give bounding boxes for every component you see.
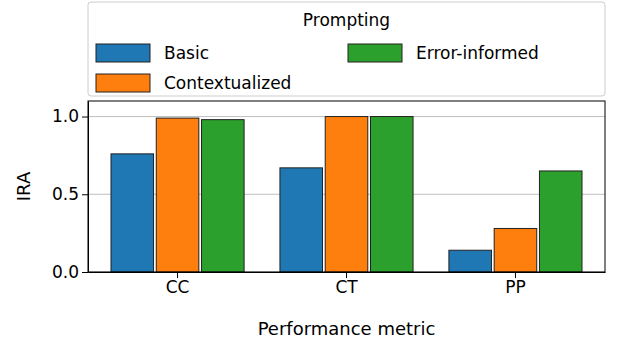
grid bbox=[88, 117, 605, 272]
bars bbox=[111, 117, 582, 272]
plot-frame bbox=[88, 101, 605, 272]
y-tick-label: 1.0 bbox=[52, 106, 79, 126]
chart: 0.0 0.5 1.0 CC CT PP Performance metric IRA Prom… bbox=[0, 0, 640, 343]
x-tick: CC bbox=[166, 272, 190, 297]
legend-item: Contextualized bbox=[96, 73, 291, 93]
plot-area: 0.0 0.5 1.0 CC CT PP bbox=[52, 101, 606, 297]
y-tick-mark bbox=[82, 272, 88, 273]
legend-item: Error-informed bbox=[348, 43, 539, 63]
legend-box bbox=[88, 2, 605, 96]
y-tick: 0.0 bbox=[52, 262, 88, 282]
y-axis: 0.0 0.5 1.0 bbox=[52, 102, 89, 282]
legend-label: Contextualized bbox=[164, 73, 291, 93]
x-tick-label: PP bbox=[505, 277, 526, 297]
x-tick: CT bbox=[335, 272, 358, 297]
legend-item: Basic bbox=[96, 43, 209, 63]
bar bbox=[539, 171, 582, 272]
legend-title: Prompting bbox=[303, 10, 390, 30]
legend-swatch bbox=[96, 74, 150, 92]
y-tick: 0.5 bbox=[52, 184, 88, 204]
bar bbox=[494, 228, 537, 272]
bar bbox=[370, 117, 413, 272]
y-tick: 1.0 bbox=[52, 106, 88, 126]
legend-swatch bbox=[96, 44, 150, 62]
bar bbox=[449, 250, 492, 272]
x-axis: CC CT PP bbox=[89, 272, 606, 297]
y-tick-mark bbox=[82, 117, 88, 118]
y-tick-label: 0.0 bbox=[52, 262, 79, 282]
legend: Prompting Basic Contextualized Error-inform… bbox=[88, 2, 605, 96]
x-tick-label: CT bbox=[335, 277, 358, 297]
y-tick-label: 0.5 bbox=[52, 184, 79, 204]
legend-label: Error-informed bbox=[416, 43, 539, 63]
bar bbox=[111, 154, 154, 272]
x-axis-title: Performance metric bbox=[258, 318, 436, 339]
x-tick-label: CC bbox=[166, 277, 190, 297]
bar bbox=[202, 120, 245, 272]
legend-label: Basic bbox=[164, 43, 209, 63]
bar bbox=[325, 117, 368, 272]
legend-swatch bbox=[348, 44, 402, 62]
bar bbox=[280, 168, 323, 272]
y-axis-title: IRA bbox=[13, 171, 34, 201]
x-tick: PP bbox=[505, 272, 526, 297]
bar bbox=[156, 118, 199, 272]
y-tick-mark bbox=[82, 194, 88, 195]
